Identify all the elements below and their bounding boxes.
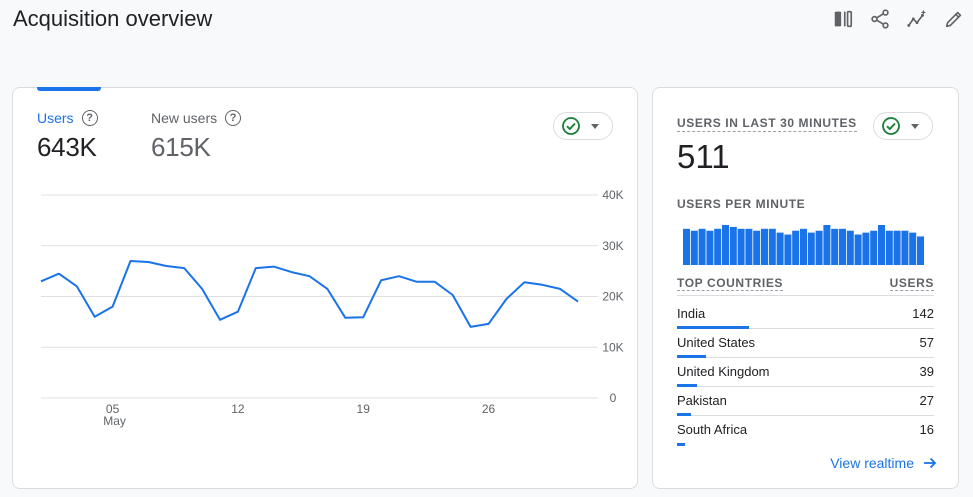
minute-bar: [690, 230, 698, 265]
x-tick-label: 19: [357, 402, 371, 416]
view-realtime-label: View realtime: [830, 455, 914, 471]
minute-bar: [823, 225, 831, 265]
minute-bar: [768, 228, 776, 265]
edit-icon[interactable]: [941, 6, 967, 32]
minute-bar: [714, 228, 722, 265]
minute-bar: [839, 228, 846, 265]
realtime-title: USERS IN LAST 30 MINUTES: [677, 116, 857, 132]
x-tick-label: 26: [482, 402, 496, 416]
minute-bar: [878, 225, 885, 265]
insights-icon[interactable]: [904, 6, 930, 32]
minute-bar: [745, 228, 753, 265]
minute-bar: [870, 230, 878, 265]
metric-users-value: 643K: [37, 132, 97, 162]
minute-bar: [722, 225, 729, 265]
minute-bar: [761, 228, 768, 265]
countries-header-users: USERS: [889, 276, 934, 291]
view-realtime-link[interactable]: View realtime: [830, 455, 938, 471]
series-line-users: [40, 260, 579, 328]
arrow-right-icon: [922, 455, 938, 471]
check-circle-icon: [561, 116, 581, 136]
realtime-card: USERS IN LAST 30 MINUTES 511 USERS PER M…: [652, 87, 959, 489]
metric-new-users[interactable]: New users ? 615K: [151, 110, 242, 163]
x-tick-label: 05: [106, 402, 120, 416]
minute-bar: [862, 232, 870, 265]
metric-new-users-value: 615K: [151, 132, 211, 162]
minute-bar: [698, 228, 706, 265]
realtime-users-value: 511: [677, 138, 730, 175]
country-name: United States: [677, 335, 756, 350]
country-share-bar: [677, 413, 691, 416]
metric-users-label: Users: [37, 110, 74, 126]
users-per-minute-chart: [683, 225, 924, 265]
y-tick-label: 10K: [602, 340, 623, 354]
minute-bar: [800, 228, 807, 265]
help-icon[interactable]: ?: [81, 110, 98, 126]
country-share-bar: [677, 355, 706, 358]
country-users: 142: [912, 306, 934, 321]
y-tick-label: 30K: [602, 239, 623, 253]
y-tick-label: 20K: [602, 290, 623, 304]
chevron-down-icon: [591, 123, 599, 129]
minute-bar: [909, 232, 917, 265]
country-name: United Kingdom: [677, 364, 770, 379]
users-per-minute-label: USERS PER MINUTE: [677, 197, 806, 211]
country-users: 39: [919, 364, 934, 379]
minute-bar: [831, 228, 839, 265]
y-tick-label: 0: [610, 391, 617, 405]
country-name: Pakistan: [677, 393, 727, 408]
country-row: South Africa 16: [677, 416, 934, 446]
chevron-down-icon: [911, 123, 919, 129]
country-name: South Africa: [677, 422, 748, 437]
country-row: United Kingdom 39: [677, 358, 934, 387]
data-quality-dropdown[interactable]: [553, 112, 613, 140]
countries-header-name: TOP COUNTRIES: [677, 276, 784, 291]
x-tick-label: 12: [231, 402, 245, 416]
minute-bar: [753, 230, 761, 265]
minute-bar: [854, 234, 862, 265]
minute-bar: [776, 232, 784, 265]
minute-bar: [917, 236, 924, 265]
country-row: United States 57: [677, 329, 934, 358]
page-title: Acquisition overview: [13, 6, 213, 31]
minute-bar: [807, 232, 815, 265]
minute-bar: [706, 230, 714, 265]
country-users: 57: [919, 335, 934, 350]
check-circle-icon: [881, 116, 901, 136]
country-share-bar: [677, 384, 697, 387]
countries-table-header: TOP COUNTRIES USERS: [677, 276, 934, 296]
metric-users[interactable]: Users ? 643K: [37, 110, 98, 163]
help-icon[interactable]: ?: [225, 110, 242, 126]
minute-bar: [683, 228, 690, 265]
active-tab-indicator: [37, 87, 101, 91]
toolbar: [830, 6, 967, 32]
country-name: India: [677, 306, 706, 321]
compare-icon[interactable]: [830, 6, 856, 32]
minute-bar: [815, 230, 823, 265]
country-row: Pakistan 27: [677, 387, 934, 416]
users-overview-card: Users ? 643K New users ? 615K 40K 30K 20K 1…: [12, 87, 638, 489]
minute-bar: [737, 228, 745, 265]
realtime-data-quality-dropdown[interactable]: [873, 112, 933, 140]
share-icon[interactable]: [867, 6, 893, 32]
minute-bar: [792, 230, 800, 265]
minute-bar: [784, 234, 792, 265]
country-row: India 142: [677, 300, 934, 329]
minute-bar: [885, 230, 893, 265]
minute-bar: [901, 230, 909, 265]
metric-new-users-label: New users: [151, 110, 218, 126]
country-share-bar: [677, 326, 749, 329]
minute-bar: [729, 226, 737, 265]
y-tick-label: 40K: [602, 188, 623, 202]
minute-bar: [893, 230, 901, 265]
country-users: 16: [919, 422, 934, 437]
minute-bar: [846, 230, 854, 265]
x-tick-sublabel: May: [103, 414, 126, 428]
country-users: 27: [919, 393, 934, 408]
country-share-bar: [677, 443, 686, 446]
